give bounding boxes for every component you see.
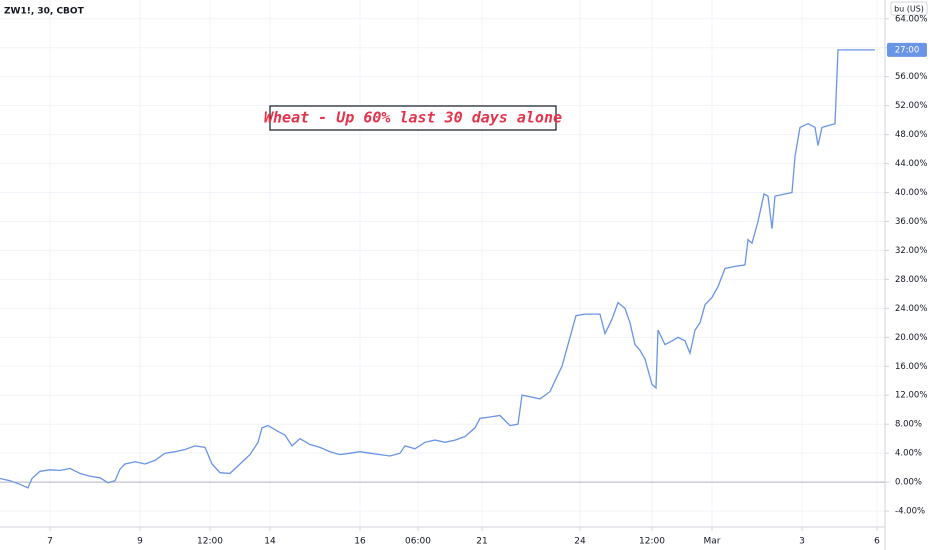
y-tick-label: 16.00% bbox=[895, 362, 927, 372]
y-tick-label: -4.00% bbox=[895, 507, 925, 517]
y-tick-label: 48.00% bbox=[895, 130, 927, 140]
y-tick-label: 56.00% bbox=[895, 72, 927, 82]
x-tick-label: 3 bbox=[799, 537, 805, 547]
x-tick-label: 24 bbox=[574, 537, 586, 547]
annotation-box bbox=[269, 105, 557, 131]
y-tick-label: 20.00% bbox=[895, 333, 927, 343]
x-tick-label: 12:00 bbox=[197, 537, 223, 547]
annotation: Wheat - Up 60% last 30 days alone bbox=[264, 109, 562, 127]
unit-box bbox=[890, 1, 928, 16]
x-tick-label: 06:00 bbox=[405, 537, 431, 547]
y-tick-label: 36.00% bbox=[895, 217, 927, 227]
x-tick-label: 14 bbox=[264, 537, 276, 547]
x-tick-label: 7 bbox=[47, 537, 53, 547]
y-tick-label: 8.00% bbox=[895, 420, 922, 430]
y-tick-label: 12.00% bbox=[895, 391, 927, 401]
x-tick-label: Mar bbox=[704, 537, 721, 547]
y-tick-label: 64.00% bbox=[895, 14, 927, 24]
x-tick-label: 16 bbox=[354, 537, 366, 547]
x-tick-label: 9 bbox=[137, 537, 143, 547]
price-label-box bbox=[887, 42, 927, 57]
price-label: 27:00 bbox=[895, 45, 920, 55]
x-tick-label: 21 bbox=[476, 537, 487, 547]
y-tick-label: 24.00% bbox=[895, 304, 927, 314]
x-tick-label: 12:00 bbox=[639, 537, 665, 547]
y-tick-label: 32.00% bbox=[895, 246, 927, 256]
y-tick-label: 4.00% bbox=[895, 449, 922, 459]
x-tick-label: 6 bbox=[874, 537, 880, 547]
y-tick-label: 52.00% bbox=[895, 101, 927, 111]
y-tick-label: 28.00% bbox=[895, 275, 927, 285]
legend: ZW1!, 30, CBOT bbox=[4, 7, 85, 17]
y-tick-label: 40.00% bbox=[895, 188, 927, 198]
y-tick-label: 44.00% bbox=[895, 159, 927, 169]
unit-label: bu (US) bbox=[894, 5, 924, 14]
price-line bbox=[0, 49, 875, 489]
y-tick-label: 0.00% bbox=[895, 478, 922, 488]
